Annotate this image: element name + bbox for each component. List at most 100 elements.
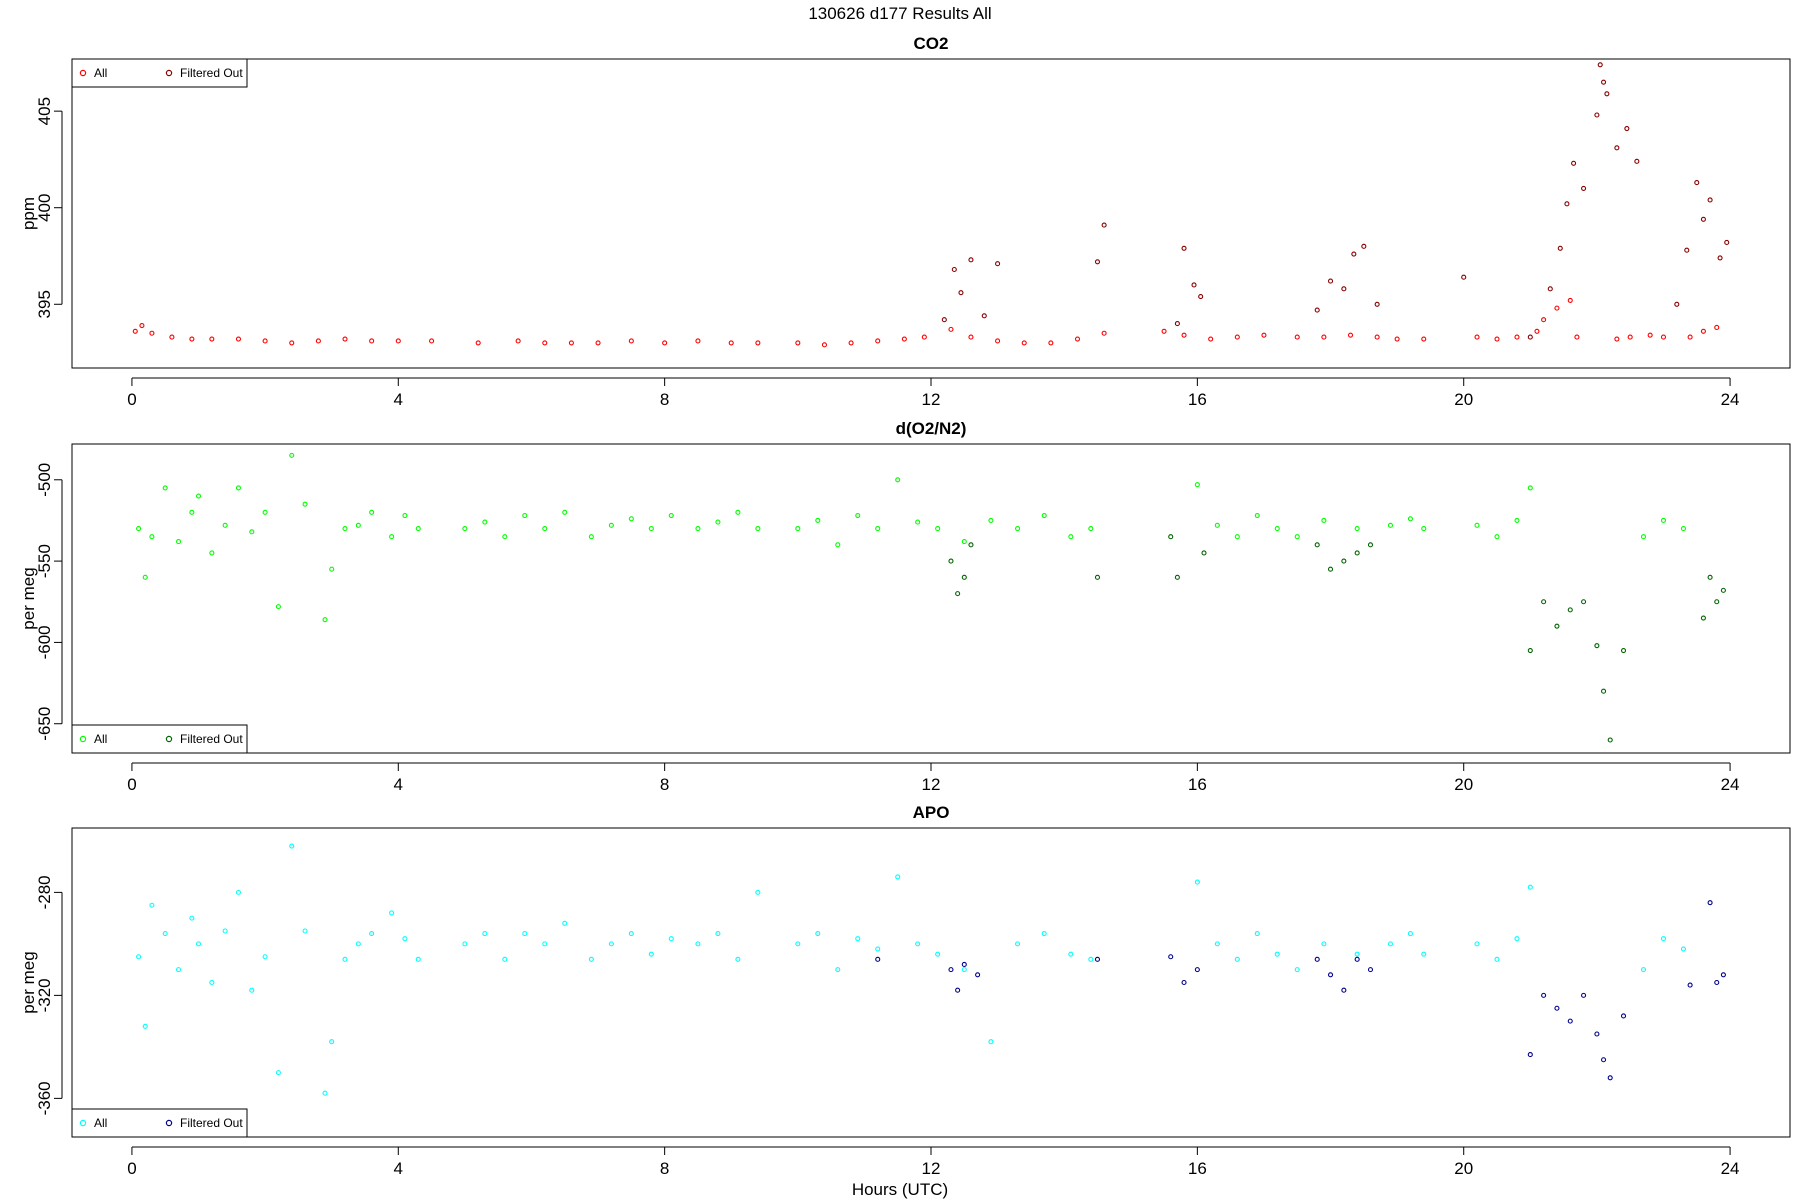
- x-tick-label: 0: [127, 775, 136, 794]
- data-point: [235, 889, 242, 895]
- data-point: [1354, 956, 1360, 962]
- data-point: [1094, 574, 1101, 580]
- y-tick-label: -280: [35, 875, 54, 909]
- data-point: [1527, 647, 1533, 654]
- data-point: [1341, 286, 1347, 292]
- data-point: [875, 946, 881, 952]
- data-point: [322, 1090, 328, 1096]
- data-point: [342, 336, 348, 342]
- data-point: [149, 330, 155, 336]
- data-point: [662, 340, 668, 346]
- data-point: [961, 967, 967, 973]
- data-point: [1527, 334, 1533, 340]
- data-point: [1660, 334, 1667, 340]
- data-point: [1314, 956, 1320, 962]
- data-point: [951, 266, 957, 273]
- data-point: [1351, 251, 1357, 257]
- data-point: [815, 517, 821, 523]
- panel-title: CO2: [914, 34, 949, 53]
- data-point: [562, 509, 568, 515]
- data-point: [595, 340, 601, 346]
- legend-box: [71, 1108, 248, 1138]
- data-point: [1327, 278, 1334, 284]
- data-point: [955, 987, 961, 993]
- legend: All Filtered Out: [71, 724, 248, 754]
- data-point: [795, 526, 801, 532]
- data-point: [1567, 607, 1573, 613]
- data-point: [1581, 992, 1587, 998]
- data-point: [1554, 305, 1560, 311]
- data-point: [1168, 954, 1174, 960]
- data-point: [988, 1039, 994, 1045]
- data-point: [1634, 158, 1640, 164]
- legend-label: All: [94, 66, 107, 80]
- series-2: [948, 534, 1726, 743]
- data-point: [1541, 992, 1547, 998]
- data-point: [395, 338, 401, 344]
- data-point: [1194, 879, 1200, 885]
- y-tick-label: -600: [35, 625, 54, 659]
- data-point: [1354, 526, 1360, 532]
- data-point: [149, 534, 155, 540]
- data-point: [1514, 517, 1520, 523]
- data-point: [342, 956, 348, 962]
- data-point: [1208, 336, 1214, 342]
- series-1: [136, 452, 1687, 623]
- x-tick-label: 12: [922, 775, 941, 794]
- data-point: [895, 477, 901, 483]
- data-point: [1527, 485, 1533, 491]
- plot-frame: [71, 827, 1791, 1138]
- data-point: [1554, 623, 1560, 629]
- data-point: [875, 338, 881, 344]
- y-tick-label: -550: [35, 544, 54, 578]
- data-point: [995, 338, 1001, 344]
- data-point: [1680, 946, 1687, 952]
- data-point: [402, 936, 408, 942]
- x-tick-label: 16: [1188, 775, 1207, 794]
- data-point: [795, 941, 801, 947]
- legend-label: All: [94, 1116, 107, 1130]
- data-point: [542, 526, 548, 532]
- data-point: [1274, 526, 1280, 532]
- legend-marker: [79, 1119, 87, 1127]
- data-point: [1724, 239, 1730, 246]
- data-point: [475, 340, 481, 346]
- data-point: [136, 954, 142, 960]
- data-point: [1627, 334, 1633, 340]
- data-point: [1041, 513, 1047, 519]
- data-point: [142, 574, 148, 580]
- data-point: [1494, 956, 1500, 962]
- data-point: [1607, 1075, 1613, 1081]
- data-point: [1614, 336, 1620, 342]
- panel-title: APO: [913, 803, 950, 822]
- x-tick-label: 8: [660, 1159, 669, 1178]
- data-point: [1015, 941, 1021, 947]
- data-point: [1387, 522, 1394, 528]
- data-point: [935, 526, 941, 532]
- data-point: [961, 539, 967, 545]
- x-tick-label: 4: [394, 1159, 403, 1178]
- data-point: [1407, 516, 1413, 522]
- data-point: [935, 951, 941, 957]
- data-point: [1194, 967, 1200, 973]
- data-point: [835, 967, 841, 973]
- data-point: [1574, 334, 1580, 340]
- x-tick-label: 20: [1454, 390, 1473, 409]
- data-point: [1694, 180, 1700, 186]
- data-point: [821, 342, 828, 348]
- data-point: [1594, 643, 1600, 649]
- y-axis-label: per meg: [19, 567, 38, 629]
- data-point: [235, 336, 242, 342]
- data-point: [289, 340, 295, 346]
- figure-title: 130626 d177 Results All: [808, 4, 991, 23]
- data-point: [1541, 599, 1547, 605]
- data-point: [169, 334, 175, 340]
- data-point: [1707, 574, 1713, 580]
- x-tick-label: 4: [394, 390, 403, 409]
- data-point: [1068, 951, 1074, 957]
- data-point: [302, 501, 308, 507]
- data-point: [1088, 526, 1094, 532]
- data-point: [695, 941, 701, 947]
- data-point: [981, 313, 987, 319]
- data-point: [1474, 941, 1480, 947]
